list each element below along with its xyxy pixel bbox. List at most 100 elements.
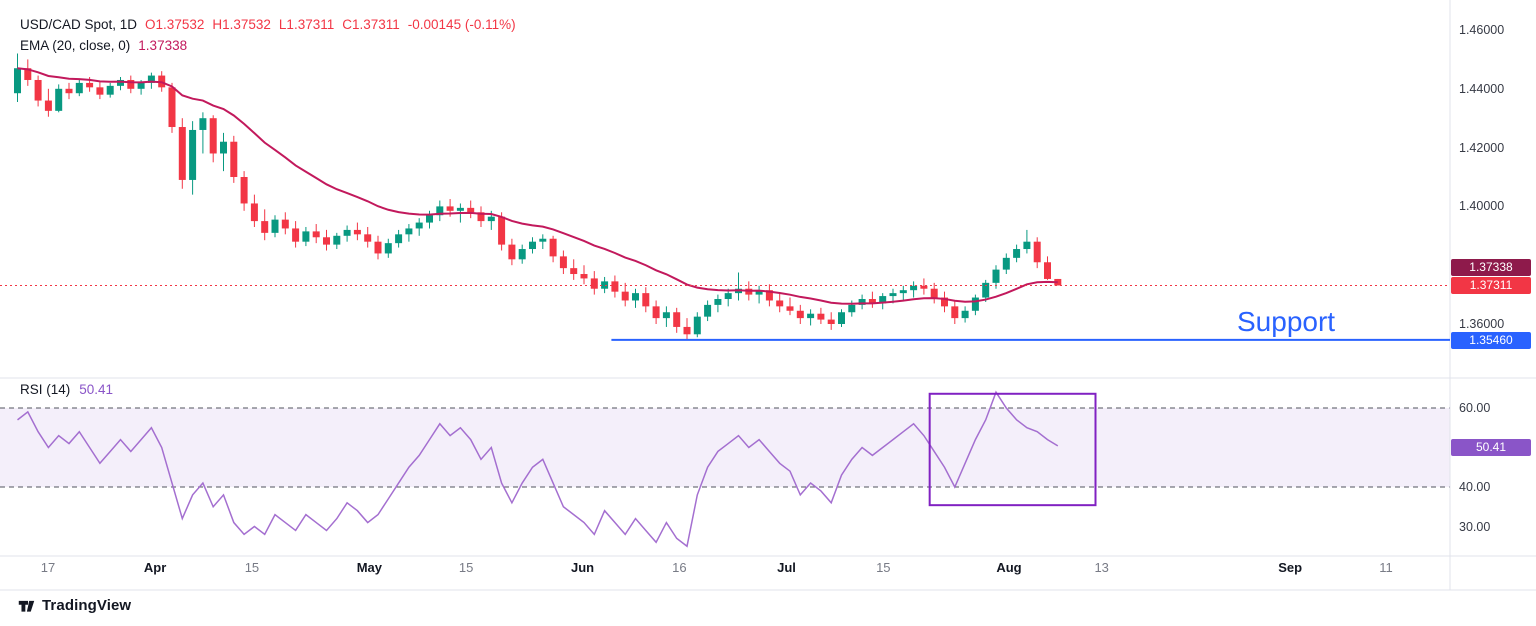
- ema-row[interactable]: EMA (20, close, 0) 1.37338: [20, 35, 516, 56]
- rsi-band: [0, 408, 1450, 487]
- candle: [683, 326, 691, 335]
- candle: [786, 306, 794, 311]
- candle: [436, 206, 444, 216]
- candle: [971, 297, 979, 311]
- candle: [250, 203, 258, 222]
- candle: [817, 313, 825, 320]
- candle: [271, 219, 279, 233]
- ema-value: 1.37338: [138, 38, 188, 53]
- price-axis-label: 1.42000: [1459, 140, 1505, 155]
- candle: [580, 274, 588, 279]
- time-axis-label[interactable]: 16: [672, 560, 687, 575]
- time-axis-label[interactable]: Jun: [570, 560, 595, 575]
- candle: [498, 216, 506, 245]
- candle: [539, 238, 547, 242]
- time-axis-label[interactable]: Sep: [1278, 560, 1303, 575]
- ohlc-row: USD/CAD Spot, 1D O1.37532 H1.37532 L1.37…: [20, 14, 516, 35]
- candle: [714, 299, 722, 305]
- support-price-badge: 1.35460: [1451, 332, 1531, 349]
- time-axis-label[interactable]: Apr: [143, 560, 167, 575]
- support-annotation[interactable]: Support: [1237, 306, 1336, 337]
- candle: [632, 293, 639, 301]
- candle: [1002, 257, 1010, 270]
- candle: [827, 319, 835, 324]
- symbol-title[interactable]: USD/CAD Spot, 1D: [20, 17, 138, 32]
- candle: [55, 88, 63, 111]
- rsi-highlight-box[interactable]: [928, 392, 1097, 507]
- candle: [127, 79, 135, 89]
- candle: [992, 269, 1000, 283]
- rsi-value: 50.41: [79, 382, 114, 397]
- candle: [807, 313, 815, 319]
- candle: [920, 285, 928, 289]
- candle: [642, 293, 650, 307]
- candle: [941, 297, 948, 307]
- brand-text[interactable]: TradingView: [42, 597, 132, 614]
- open-value: O1.37532: [145, 17, 205, 32]
- candle: [292, 228, 300, 242]
- candle: [848, 304, 856, 313]
- candle: [879, 296, 887, 304]
- candle: [364, 234, 372, 242]
- candle: [312, 231, 320, 238]
- candle: [395, 234, 403, 244]
- time-axis-label[interactable]: 13: [1094, 560, 1109, 575]
- candle: [518, 249, 526, 260]
- rsi-axis-label: 30.00: [1459, 519, 1491, 534]
- candle: [426, 215, 433, 223]
- price-axis[interactable]: 1.46000 1.44000 1.42000 1.40000 1.36000 60.00…: [1450, 0, 1536, 590]
- time-axis-label[interactable]: Aug: [996, 560, 1022, 575]
- candle: [147, 75, 155, 83]
- candle: [353, 229, 361, 235]
- candle: [209, 118, 217, 154]
- time-axis-label[interactable]: 15: [458, 560, 474, 575]
- time-axis-label[interactable]: 17: [40, 560, 56, 575]
- time-axis-label[interactable]: 15: [244, 560, 260, 575]
- candle: [96, 87, 104, 95]
- tradingview-logo-icon[interactable]: [18, 597, 35, 614]
- change-value: -0.00145 (-0.11%): [407, 17, 516, 32]
- candle: [704, 304, 712, 317]
- candle: [590, 278, 598, 289]
- time-axis[interactable]: 17 Apr 15 May 15 Jun 16 Jul 15 Aug 13 Sep 11: [0, 560, 1450, 582]
- time-axis-label[interactable]: May: [356, 560, 382, 575]
- low-value: L1.37311: [278, 17, 335, 32]
- footer-bar: TradingView: [18, 597, 131, 614]
- candle: [220, 141, 227, 154]
- close-value: C1.37311: [342, 17, 400, 32]
- candle: [982, 282, 990, 298]
- candle: [529, 241, 536, 250]
- time-axis-label[interactable]: Jul: [777, 560, 796, 575]
- candle: [374, 241, 382, 254]
- candle: [384, 243, 392, 254]
- candle: [415, 222, 423, 229]
- rsi-line: [17, 390, 1059, 548]
- candle: [44, 100, 52, 111]
- candle: [765, 290, 773, 301]
- time-axis-label[interactable]: 11: [1379, 560, 1393, 575]
- symbol-legend[interactable]: USD/CAD Spot, 1D O1.37532 H1.37532 L1.37…: [20, 14, 516, 56]
- candle: [199, 118, 207, 130]
- candle: [570, 268, 578, 275]
- candle: [796, 310, 804, 319]
- price-axis-label: 1.36000: [1459, 317, 1505, 331]
- candle: [559, 256, 567, 269]
- candle: [446, 206, 454, 211]
- rsi-legend[interactable]: RSI (14) 50.41: [20, 382, 113, 397]
- candle: [178, 127, 186, 180]
- candle: [889, 293, 897, 297]
- candle: [261, 221, 269, 233]
- candle: [230, 141, 238, 177]
- candle: [1033, 241, 1041, 263]
- candle: [858, 299, 866, 305]
- high-value: H1.37532: [212, 17, 271, 32]
- candle: [1044, 262, 1051, 279]
- time-axis-label[interactable]: 15: [876, 560, 891, 575]
- candle: [652, 306, 660, 319]
- candle: [456, 207, 464, 211]
- ema-price-badge: 1.37338: [1451, 259, 1531, 276]
- candle: [549, 238, 557, 257]
- candle: [508, 244, 516, 260]
